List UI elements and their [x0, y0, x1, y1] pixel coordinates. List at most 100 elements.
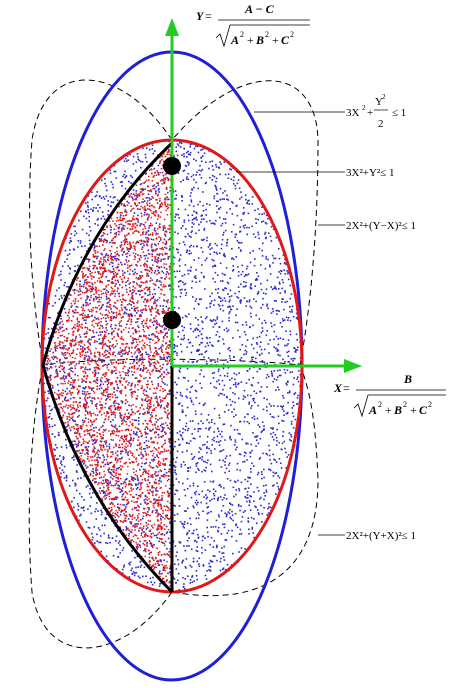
- scatter-point-blue: [252, 347, 255, 350]
- scatter-point-blue: [141, 356, 144, 359]
- scatter-point-blue: [278, 458, 281, 460]
- scatter-point-blue: [276, 440, 278, 442]
- scatter-point-blue: [175, 473, 178, 475]
- scatter-point-blue: [246, 265, 249, 268]
- scatter-point-blue: [135, 488, 138, 490]
- scatter-point-blue: [125, 478, 128, 480]
- scatter-point-blue: [178, 505, 181, 507]
- scatter-point-blue: [166, 553, 168, 555]
- scatter-point-blue: [265, 334, 268, 337]
- scatter-point-blue: [268, 403, 271, 405]
- scatter-point-blue: [158, 348, 160, 350]
- scatter-point-blue: [208, 569, 210, 571]
- scatter-point-blue: [64, 345, 67, 347]
- scatter-point-blue: [223, 523, 226, 525]
- scatter-point-blue: [235, 321, 237, 324]
- scatter-point-blue: [48, 302, 50, 305]
- scatter-point-blue: [152, 185, 154, 187]
- scatter-point-red: [145, 400, 148, 403]
- scatter-point-blue: [157, 512, 160, 515]
- scatter-point-blue: [127, 369, 129, 371]
- scatter-point-blue: [121, 494, 124, 496]
- scatter-point-blue: [262, 303, 264, 306]
- scatter-point-blue: [248, 533, 250, 535]
- scatter-point-blue: [107, 393, 109, 396]
- scatter-point-blue: [163, 534, 166, 536]
- scatter-point-blue: [48, 405, 51, 408]
- scatter-point-blue: [286, 411, 289, 414]
- scatter-point-blue: [270, 286, 272, 288]
- scatter-point-blue: [174, 545, 177, 547]
- scatter-point-blue: [295, 312, 298, 315]
- scatter-point-blue: [204, 470, 207, 472]
- scatter-point-blue: [209, 248, 211, 250]
- scatter-point-blue: [63, 284, 65, 287]
- scatter-point-blue: [57, 312, 59, 314]
- scatter-point-blue: [157, 383, 159, 385]
- scatter-point-blue: [200, 316, 202, 318]
- scatter-point-blue: [235, 493, 237, 496]
- scatter-point-blue: [265, 288, 268, 291]
- scatter-point-blue: [177, 377, 180, 379]
- scatter-point-blue: [83, 333, 86, 335]
- scatter-point-blue: [143, 462, 146, 465]
- scatter-point-blue: [203, 276, 205, 279]
- scatter-point-blue: [75, 363, 78, 365]
- scatter-point-blue: [195, 159, 197, 162]
- scatter-point-blue: [144, 472, 147, 474]
- scatter-point-blue: [116, 430, 118, 433]
- scatter-point-red: [118, 409, 121, 411]
- scatter-point-blue: [135, 321, 137, 324]
- scatter-point-blue: [144, 292, 147, 295]
- scatter-point-red: [94, 482, 96, 484]
- scatter-point-blue: [144, 181, 147, 183]
- scatter-point-blue: [153, 167, 156, 170]
- scatter-point-blue: [159, 573, 161, 575]
- scatter-point-blue: [140, 166, 142, 169]
- scatter-point-blue: [274, 434, 277, 436]
- scatter-point-blue: [262, 408, 265, 411]
- scatter-point-blue: [228, 355, 231, 357]
- scatter-point-blue: [109, 462, 112, 464]
- scatter-point-red: [142, 536, 144, 538]
- scatter-point-blue: [82, 304, 85, 306]
- scatter-point-blue: [245, 281, 247, 284]
- scatter-point-blue: [144, 450, 147, 453]
- scatter-point-blue: [251, 528, 253, 530]
- scatter-point-blue: [296, 318, 299, 320]
- scatter-point-blue: [182, 329, 184, 332]
- scatter-point-blue: [178, 541, 181, 543]
- scatter-point-blue: [164, 468, 166, 471]
- scatter-point-blue: [287, 392, 289, 394]
- scatter-point-blue: [44, 391, 46, 394]
- scatter-point-blue: [182, 461, 185, 463]
- scatter-point-blue: [89, 299, 91, 301]
- scatter-point-blue: [68, 375, 71, 378]
- scatter-point-blue: [88, 267, 90, 270]
- scatter-point-red: [149, 354, 151, 357]
- scatter-point-blue: [86, 298, 89, 300]
- scatter-point-red: [82, 379, 84, 381]
- scatter-point-blue: [183, 334, 185, 337]
- scatter-point-red: [95, 381, 97, 384]
- scatter-point-blue: [192, 360, 195, 363]
- scatter-point-blue: [238, 489, 241, 492]
- scatter-point-blue: [222, 280, 224, 282]
- scatter-point-blue: [250, 471, 252, 473]
- scatter-point-red: [94, 271, 96, 273]
- scatter-point-blue: [128, 283, 131, 285]
- scatter-point-red: [61, 365, 64, 367]
- scatter-point-blue: [185, 567, 187, 569]
- scatter-point-blue: [264, 222, 267, 224]
- scatter-point-blue: [145, 351, 147, 354]
- scatter-point-red: [114, 354, 117, 357]
- scatter-point-blue: [223, 297, 226, 299]
- scatter-point-blue: [234, 187, 237, 190]
- scatter-point-blue: [134, 556, 136, 559]
- scatter-point-blue: [146, 581, 149, 584]
- scatter-point-blue: [93, 526, 95, 528]
- scatter-point-blue: [278, 247, 280, 250]
- scatter-point-blue: [159, 453, 161, 455]
- scatter-point-blue: [140, 435, 143, 438]
- scatter-point-blue: [210, 449, 212, 452]
